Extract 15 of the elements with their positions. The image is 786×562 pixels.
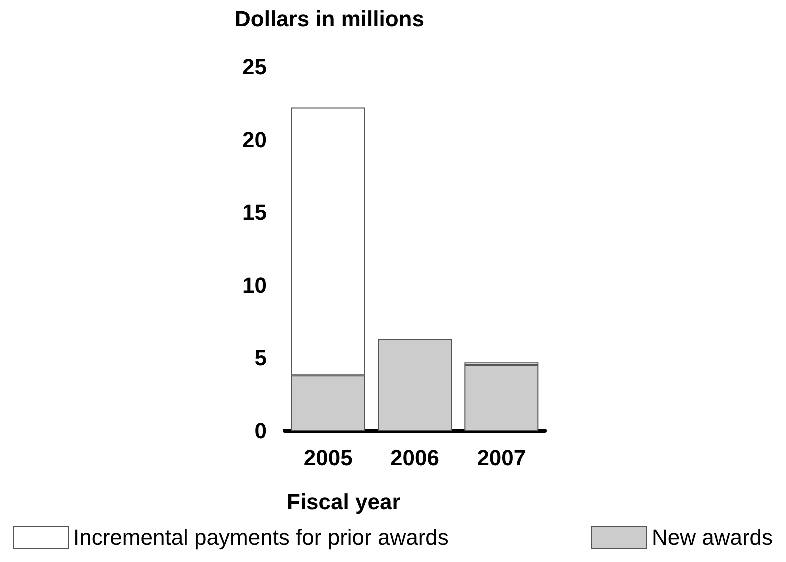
x-tick-label: 2007 xyxy=(477,446,526,470)
legend-label: Incremental payments for prior awards xyxy=(74,525,449,550)
y-axis-title: Dollars in millions xyxy=(235,6,424,32)
y-tick-label: 5 xyxy=(254,346,267,371)
bar xyxy=(378,339,452,431)
y-tick-label: 10 xyxy=(242,272,267,298)
y-tick-label: 25 xyxy=(242,54,267,80)
y-tick-label: 20 xyxy=(242,127,267,152)
bar xyxy=(464,365,539,431)
x-axis-title: Fiscal year xyxy=(287,490,402,514)
legend-label: New awards xyxy=(652,525,774,550)
y-tick-label: 0 xyxy=(254,418,267,444)
x-tick-label: 2005 xyxy=(304,446,353,470)
y-tick-label: 15 xyxy=(242,200,267,226)
x-tick-label: 2006 xyxy=(390,446,440,470)
